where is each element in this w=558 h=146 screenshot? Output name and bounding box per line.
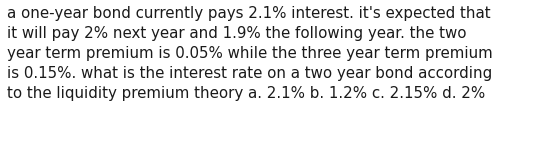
Text: a one-year bond currently pays 2.1% interest. it's expected that
it will pay 2% : a one-year bond currently pays 2.1% inte… xyxy=(7,6,493,101)
